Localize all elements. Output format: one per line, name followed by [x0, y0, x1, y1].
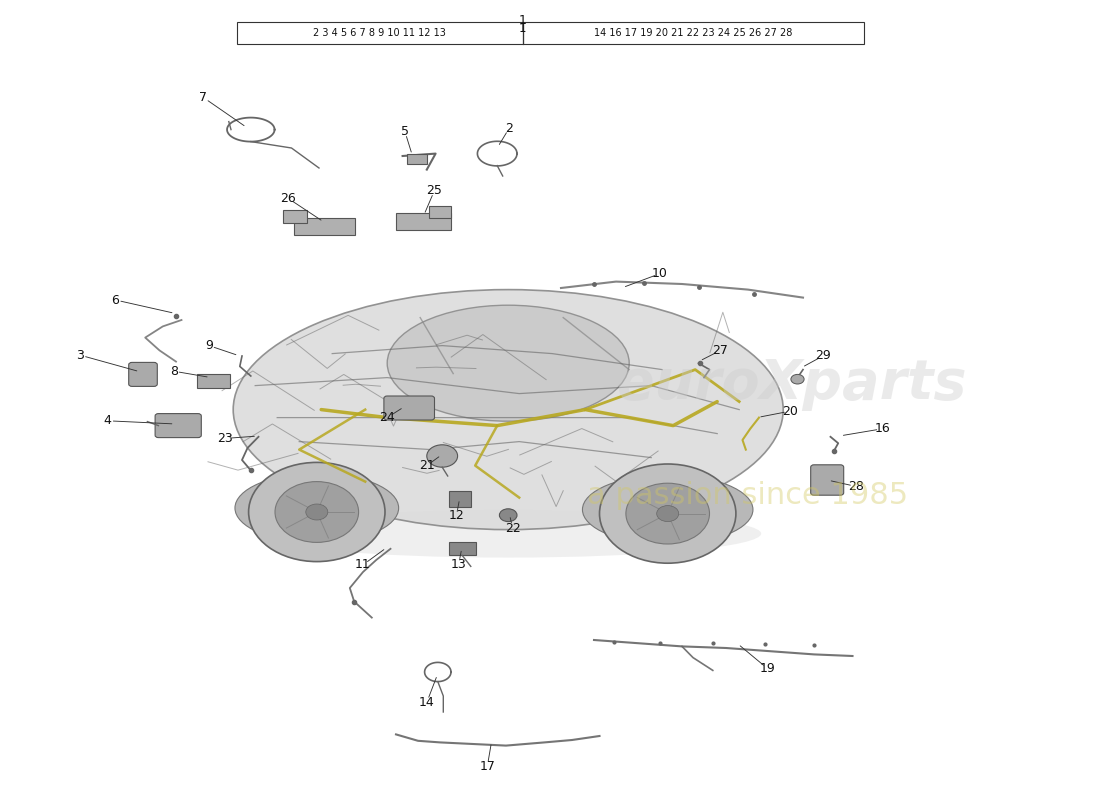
Circle shape [600, 464, 736, 563]
FancyBboxPatch shape [155, 414, 201, 438]
Text: 6: 6 [111, 294, 120, 306]
Text: 4: 4 [103, 414, 112, 427]
Bar [396, 213, 451, 230]
Ellipse shape [583, 475, 752, 544]
Text: 13: 13 [451, 558, 466, 570]
FancyBboxPatch shape [811, 465, 844, 495]
Bar [283, 210, 307, 223]
Text: 14 16 17 19 20 21 22 23 24 25 26 27 28: 14 16 17 19 20 21 22 23 24 25 26 27 28 [594, 28, 792, 38]
Text: 9: 9 [205, 339, 213, 352]
Circle shape [249, 462, 385, 562]
Text: 14: 14 [419, 696, 435, 709]
Text: 5: 5 [400, 125, 409, 138]
Circle shape [657, 506, 679, 522]
Text: 20: 20 [782, 405, 797, 418]
Text: 29: 29 [815, 350, 830, 362]
Text: 17: 17 [480, 760, 495, 773]
Text: 25: 25 [427, 184, 442, 197]
Bar [449, 542, 476, 555]
Text: 28: 28 [848, 480, 864, 493]
Text: 2: 2 [505, 122, 514, 134]
Circle shape [626, 483, 710, 544]
Text: 7: 7 [199, 91, 208, 104]
Ellipse shape [255, 510, 761, 558]
Text: 27: 27 [713, 344, 728, 357]
Text: a passion since 1985: a passion since 1985 [587, 482, 909, 510]
Circle shape [791, 374, 804, 384]
Text: 10: 10 [652, 267, 668, 280]
FancyBboxPatch shape [384, 396, 434, 420]
Circle shape [275, 482, 359, 542]
Circle shape [499, 509, 517, 522]
Text: 23: 23 [218, 432, 233, 445]
Bar [294, 218, 355, 235]
Bar [522, 22, 864, 44]
Bar [197, 374, 230, 388]
Text: 2 3 4 5 6 7 8 9 10 11 12 13: 2 3 4 5 6 7 8 9 10 11 12 13 [314, 28, 446, 38]
Text: 3: 3 [76, 349, 85, 362]
Ellipse shape [235, 474, 398, 542]
Ellipse shape [387, 305, 629, 421]
Text: 22: 22 [505, 522, 520, 534]
Circle shape [427, 445, 458, 467]
Text: 24: 24 [379, 411, 395, 424]
Text: euroXparts: euroXparts [617, 357, 967, 411]
Text: 11: 11 [355, 558, 371, 571]
Text: 19: 19 [760, 662, 775, 675]
Bar [429, 206, 451, 218]
FancyBboxPatch shape [129, 362, 157, 386]
Text: 1: 1 [519, 22, 526, 34]
Text: 16: 16 [874, 422, 890, 435]
Text: 8: 8 [169, 365, 178, 378]
Text: 26: 26 [280, 192, 296, 205]
Text: 21: 21 [419, 459, 435, 472]
Bar [236, 22, 522, 44]
Circle shape [306, 504, 328, 520]
Text: 12: 12 [449, 509, 464, 522]
Text: 1: 1 [518, 14, 527, 26]
Ellipse shape [233, 290, 783, 530]
Bar [407, 154, 427, 164]
Bar [449, 491, 471, 507]
